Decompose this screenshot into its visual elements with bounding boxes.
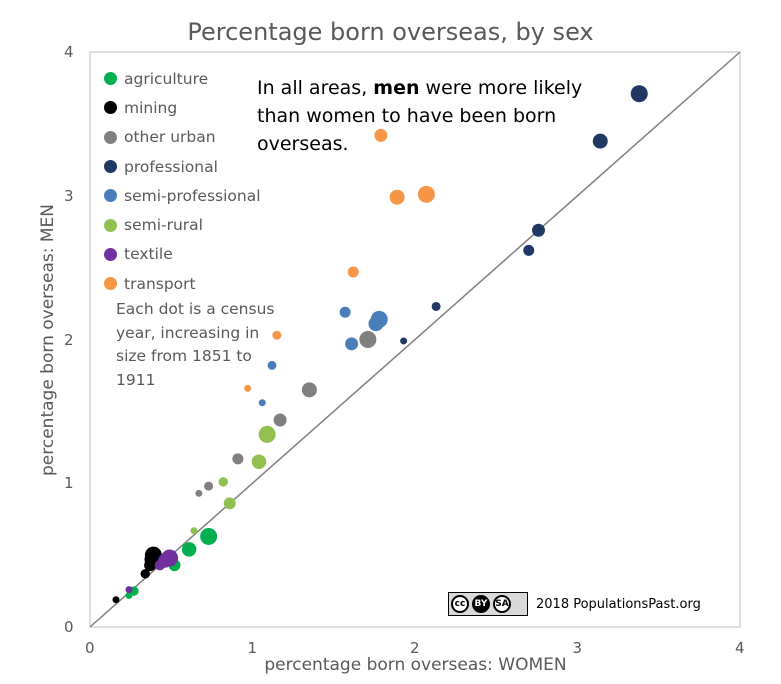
- data-point-semi-professional: [370, 310, 388, 328]
- legend-label: mining: [124, 98, 178, 117]
- data-point-professional: [592, 133, 608, 149]
- legend-item: transport: [104, 269, 261, 298]
- equality-line: [89, 51, 741, 628]
- data-point-transport: [374, 128, 388, 142]
- plot-border: [89, 51, 741, 628]
- legend-item: semi-professional: [104, 181, 261, 210]
- x-tick-label: 0: [85, 639, 95, 657]
- annotation-line3: overseas.: [257, 133, 349, 155]
- data-point-agriculture: [181, 542, 197, 557]
- legend-marker: [104, 218, 117, 232]
- data-point-semi-rural: [251, 454, 267, 469]
- data-point-transport: [417, 185, 435, 203]
- legend-item: agriculture: [104, 64, 261, 93]
- legend-label: professional: [124, 157, 218, 176]
- x-tick-label: 1: [247, 639, 258, 657]
- legend-marker: [104, 160, 117, 174]
- data-point-professional: [630, 85, 648, 103]
- data-point-professional: [532, 223, 545, 237]
- data-point-semi-professional: [258, 399, 266, 407]
- legend-label: transport: [124, 274, 196, 293]
- legend-marker: [104, 189, 117, 203]
- legend-label: semi-professional: [124, 186, 261, 205]
- x-axis-title: percentage born overseas: WOMEN: [264, 655, 567, 675]
- y-tick-label: 0: [64, 618, 74, 636]
- credit-text: 2018 PopulationsPast.org: [536, 596, 701, 612]
- data-point-transport: [347, 266, 359, 278]
- data-point-semi-rural: [258, 425, 276, 443]
- data-point-semi-rural: [190, 527, 198, 535]
- legend-item: semi-rural: [104, 210, 261, 239]
- data-point-other-urban: [195, 489, 203, 497]
- cc-icon: cc: [451, 595, 469, 613]
- legend-label: textile: [124, 245, 173, 264]
- y-tick-label: 4: [64, 43, 74, 61]
- data-point-other-urban: [301, 382, 317, 398]
- x-tick-label: 2: [410, 639, 420, 657]
- legend-marker: [104, 130, 117, 144]
- data-point-other-urban: [204, 481, 214, 491]
- annotation-line2: than women to have been born: [257, 105, 557, 127]
- legend-item: other urban: [104, 123, 261, 152]
- data-point-textile: [161, 549, 179, 567]
- cc-license-badge: cc BY SA: [448, 592, 528, 616]
- legend-marker: [104, 247, 117, 261]
- legend-marker: [104, 101, 117, 115]
- x-tick-label: 4: [735, 639, 745, 657]
- data-point-transport: [272, 330, 282, 340]
- annotation: In all areas, men were more likely than …: [257, 74, 597, 158]
- data-point-professional: [523, 244, 535, 256]
- sa-icon: SA: [493, 595, 511, 613]
- legend-marker: [104, 72, 117, 86]
- legend-marker: [104, 277, 117, 291]
- data-point-transport: [389, 189, 405, 205]
- legend-item: mining: [104, 93, 261, 122]
- annotation-line1-bold: men: [373, 77, 420, 99]
- annotation-line1-pre: In all areas,: [257, 77, 374, 99]
- data-point-semi-professional: [345, 337, 359, 351]
- y-axis-title: percentage born overseas: MEN: [38, 204, 58, 476]
- x-tick-label: 3: [572, 639, 583, 657]
- y-tick-label: 2: [64, 330, 74, 349]
- data-point-professional: [400, 337, 408, 345]
- data-point-mining: [140, 569, 150, 579]
- data-point-other-urban: [359, 331, 377, 348]
- data-point-other-urban: [273, 413, 287, 427]
- data-point-professional: [431, 301, 441, 311]
- legend-label: agriculture: [124, 69, 209, 88]
- data-point-textile: [125, 586, 133, 594]
- legend: agriculture mining other urban professional…: [104, 64, 261, 298]
- y-tick-label: 3: [64, 186, 74, 205]
- data-point-agriculture: [200, 527, 218, 545]
- chart-title: Percentage born overseas, by sex: [187, 18, 594, 46]
- legend-label: other urban: [124, 128, 216, 147]
- data-point-transport: [244, 384, 252, 392]
- by-icon: BY: [472, 595, 490, 613]
- legend-label: semi-rural: [124, 216, 203, 235]
- size-note: Each dot is a census year, increasing in…: [116, 300, 275, 389]
- data-point-semi-professional: [267, 360, 277, 370]
- data-point-mining: [112, 596, 120, 604]
- data-point-other-urban: [232, 453, 244, 465]
- data-point-mining: [144, 546, 162, 564]
- legend-item: textile: [104, 240, 261, 269]
- data-point-semi-rural: [218, 477, 228, 487]
- annotation-line1-post: were more likely: [419, 77, 583, 99]
- data-point-semi-rural: [223, 497, 236, 510]
- credit: cc BY SA 2018 PopulationsPast.org: [448, 592, 701, 616]
- legend-item: professional: [104, 152, 261, 181]
- data-point-semi-professional: [339, 306, 351, 318]
- y-tick-label: 1: [64, 474, 74, 493]
